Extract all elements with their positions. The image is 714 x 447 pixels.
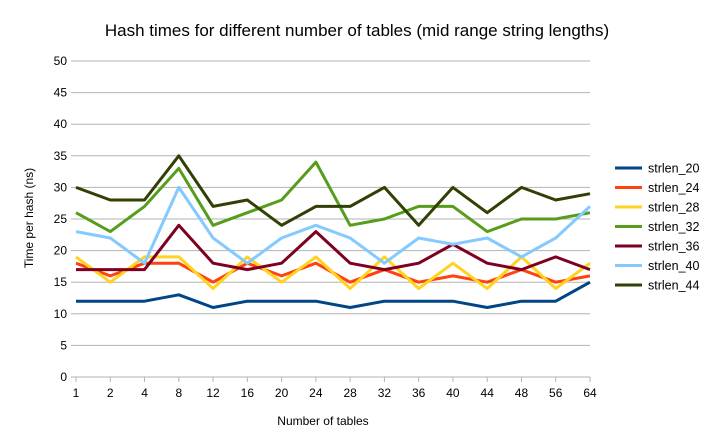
- y-tick-label: 50: [54, 54, 68, 68]
- series-line-strlen_32: [75, 160, 591, 234]
- legend-label-strlen_40: strlen_40: [648, 259, 699, 273]
- legend-label-strlen_44: strlen_44: [648, 279, 699, 293]
- legend-label-strlen_36: strlen_36: [648, 240, 699, 254]
- x-tick-label: 2: [107, 386, 114, 400]
- y-tick-label: 15: [54, 275, 68, 289]
- series-line-strlen_28: [75, 255, 591, 290]
- legend-label-strlen_32: strlen_32: [648, 220, 699, 234]
- x-tick-label: 24: [309, 386, 323, 400]
- legend: strlen_20 strlen_24 strlen_28 strlen_32strl…: [615, 162, 699, 293]
- series-line-strlen_36: [76, 223, 591, 272]
- x-axis-ticks: 1 2 4 8 12 16 20 24 28 32 36 40 44 48 56 64: [73, 377, 597, 400]
- y-tick-label: 40: [54, 117, 68, 131]
- x-tick-label: 16: [241, 386, 255, 400]
- series-line-strlen_20: [76, 280, 591, 309]
- legend-label-strlen_24: strlen_24: [648, 181, 699, 195]
- x-tick-label: 32: [378, 386, 392, 400]
- x-tick-label: 20: [275, 386, 289, 400]
- legend-label-strlen_28: strlen_28: [648, 201, 699, 215]
- chart-title: Hash times for different number of table…: [105, 21, 609, 40]
- x-tick-label: 56: [549, 386, 563, 400]
- y-tick-label: 0: [60, 370, 67, 384]
- y-tick-label: 35: [54, 149, 68, 163]
- legend-label-strlen_20: strlen_20: [648, 162, 699, 176]
- series-line-strlen_44: [75, 154, 591, 227]
- x-tick-label: 36: [412, 386, 426, 400]
- x-tick-label: 12: [206, 386, 220, 400]
- x-axis-label: Number of tables: [277, 414, 368, 428]
- x-tick-label: 44: [481, 386, 495, 400]
- x-tick-label: 8: [175, 386, 182, 400]
- series-line-strlen_40: [75, 185, 592, 265]
- series-lines: [75, 154, 592, 309]
- x-tick-label: 40: [446, 386, 460, 400]
- y-axis-label: Time per hash (ns): [22, 168, 36, 268]
- y-tick-label: 45: [54, 86, 68, 100]
- x-tick-label: 4: [141, 386, 148, 400]
- y-tick-label: 30: [54, 180, 68, 194]
- y-tick-label: 5: [60, 338, 67, 352]
- y-tick-label: 20: [54, 244, 68, 258]
- y-tick-label: 25: [54, 212, 68, 226]
- x-tick-label: 64: [583, 386, 597, 400]
- x-tick-label: 28: [343, 386, 357, 400]
- x-tick-label: 1: [73, 386, 80, 400]
- y-tick-label: 10: [54, 307, 68, 321]
- y-axis-ticks: 0 5 10 15 20 25 30 35 40 45 50: [54, 54, 76, 384]
- x-tick-label: 48: [515, 386, 529, 400]
